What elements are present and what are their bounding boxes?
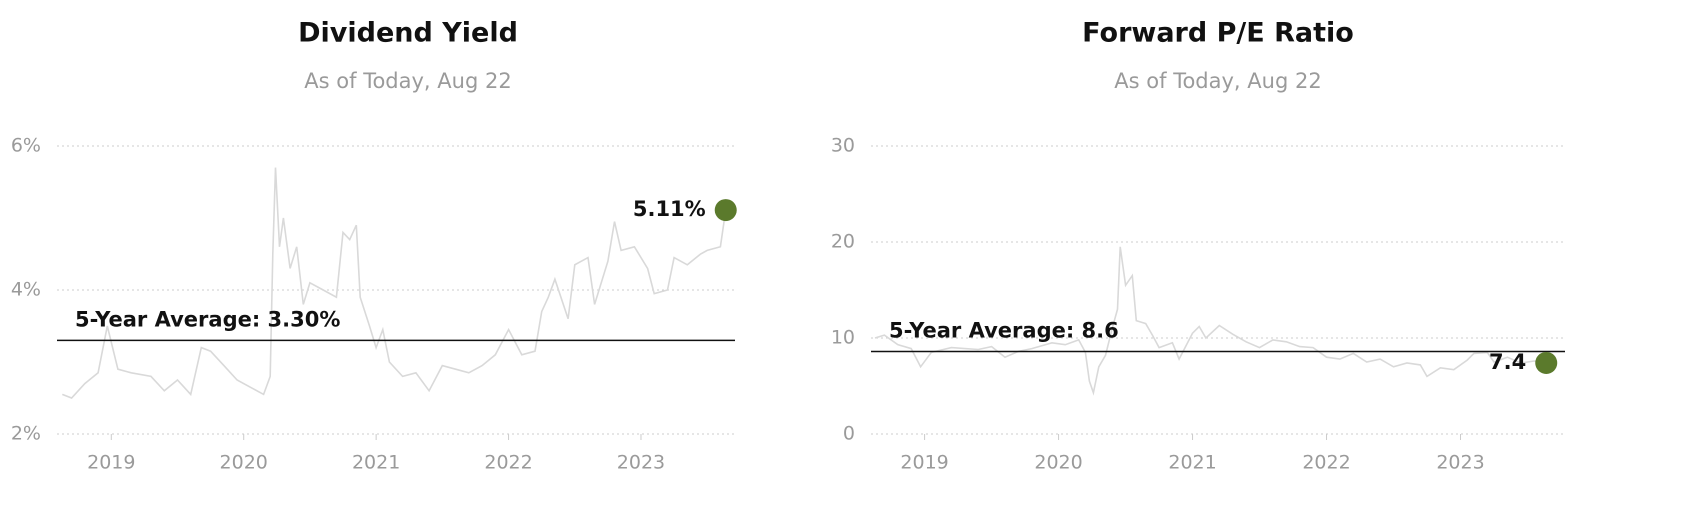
series-line: [62, 167, 727, 399]
chart-title: Forward P/E Ratio: [1082, 18, 1354, 49]
y-tick-label: 30: [831, 135, 855, 157]
current-label: 5.11%: [633, 197, 706, 221]
y-tick-label: 6%: [11, 135, 41, 157]
x-tick-label: 2019: [900, 452, 948, 474]
x-tick-label: 2021: [352, 452, 400, 474]
y-tick-label: 20: [831, 231, 855, 253]
x-tick-label: 2020: [220, 452, 268, 474]
x-tick-label: 2019: [87, 452, 135, 474]
average-label: 5-Year Average: 3.30%: [75, 307, 340, 331]
current-label: 7.4: [1489, 350, 1526, 374]
y-tick-label: 0: [843, 423, 855, 445]
chart-subtitle: As of Today, Aug 22: [1114, 69, 1321, 93]
x-tick-label: 2020: [1034, 452, 1082, 474]
y-tick-label: 2%: [11, 423, 41, 445]
chart-subtitle: As of Today, Aug 22: [304, 69, 511, 93]
x-tick-label: 2023: [1436, 452, 1484, 474]
y-tick-label: 10: [831, 327, 855, 349]
y-tick-label: 4%: [11, 279, 41, 301]
x-tick-label: 2021: [1168, 452, 1216, 474]
current-point: [714, 199, 737, 222]
x-tick-label: 2022: [484, 452, 532, 474]
chart-title: Dividend Yield: [298, 18, 518, 49]
x-tick-label: 2022: [1302, 452, 1350, 474]
current-point: [1535, 351, 1558, 374]
x-tick-label: 2023: [617, 452, 665, 474]
average-label: 5-Year Average: 8.6: [889, 318, 1119, 342]
